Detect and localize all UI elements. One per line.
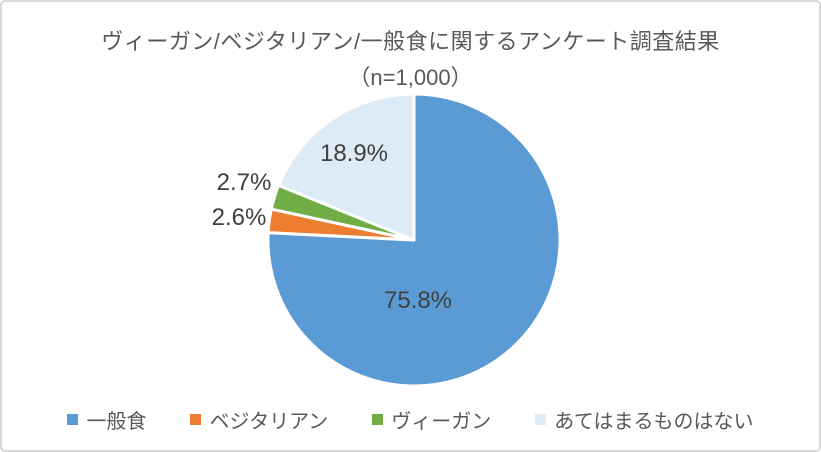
data-label-vegan: 2.7% [216, 169, 272, 196]
chart-title: ヴィーガン/ベジタリアン/一般食に関するアンケート調査結果 [101, 29, 720, 54]
legend: 一般食 ベジタリアン ヴィーガン あてはまるものはない [2, 405, 819, 434]
pie-slice-none-apply [277, 92, 416, 242]
chart-subtitle: （n=1,000） [348, 65, 473, 90]
legend-swatch-vegan-icon [372, 414, 384, 425]
data-label-vegetarian: 2.6% [211, 204, 267, 231]
legend-item-vegetarian: ベジタリアン [190, 405, 328, 434]
legend-label-vegan: ヴィーガン [391, 411, 492, 433]
legend-label-none-apply: あてはまるものはない [554, 411, 754, 433]
legend-swatch-general-food-icon [67, 414, 79, 425]
pie-plot-area [264, 90, 564, 390]
legend-swatch-none-apply-icon [535, 414, 547, 425]
data-label-none-apply: 18.9% [319, 140, 389, 167]
legend-item-general-food: 一般食 [67, 405, 146, 434]
legend-swatch-vegetarian-icon [190, 414, 202, 425]
legend-label-general-food: 一般食 [86, 411, 147, 433]
legend-item-vegan: ヴィーガン [372, 405, 491, 434]
legend-label-vegetarian: ベジタリアン [209, 411, 329, 433]
legend-item-none-apply: あてはまるものはない [535, 405, 754, 434]
pie-svg [266, 92, 562, 388]
data-label-general-food: 75.8% [383, 287, 453, 314]
